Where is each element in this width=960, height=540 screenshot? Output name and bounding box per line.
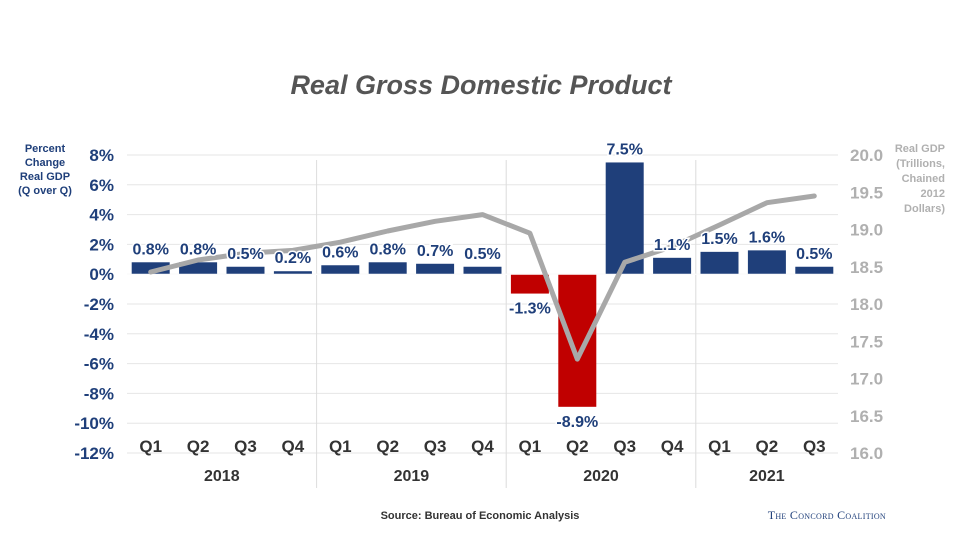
quarter-label: Q3 (424, 437, 447, 456)
data-label: 1.1% (654, 237, 690, 254)
quarter-label: Q2 (187, 437, 210, 456)
bar (795, 266, 834, 275)
right-tick-label: 16.0 (850, 444, 883, 463)
quarter-label: Q4 (661, 437, 684, 456)
data-label: 0.7% (417, 243, 453, 260)
right-axis-label-line: Real GDP (895, 143, 945, 155)
right-tick-label: 17.5 (850, 332, 883, 351)
year-label: 2019 (394, 468, 430, 485)
data-label: 0.5% (227, 246, 263, 263)
right-axis-label: Real GDP (Trillions, Chained 2012 Dollars) (895, 143, 945, 215)
left-tick-label: -4% (84, 325, 114, 344)
right-tick-label: 19.5 (850, 183, 883, 202)
bar (653, 257, 692, 275)
quarter-label: Q2 (566, 437, 589, 456)
data-labels: 0.8% 0.8% 0.5% 0.2% 0.6% 0.8% 0.7% 0.5% -1.3% -8.… (131, 140, 834, 432)
quarter-label: Q1 (708, 437, 731, 456)
right-tick-label: 17.0 (850, 370, 883, 389)
left-tick-label: -2% (84, 295, 114, 314)
left-axis-label-line: Change (25, 157, 65, 169)
organization-name: The Concord Coalition (768, 508, 886, 522)
quarter-label: Q1 (139, 437, 162, 456)
right-axis-label-line: (Trillions, (896, 158, 945, 170)
left-axis-label-line: Percent (25, 143, 66, 155)
left-tick-label: -6% (84, 355, 114, 374)
gridlines (127, 154, 838, 454)
left-tick-label: 0% (89, 265, 114, 284)
bar (273, 271, 312, 275)
bar (558, 274, 597, 407)
left-tick-label: 4% (89, 206, 114, 225)
bar (179, 262, 218, 275)
left-tick-label: -12% (74, 444, 114, 463)
year-label: 2021 (749, 468, 785, 485)
bar-series (127, 162, 838, 407)
data-label: 0.8% (369, 241, 405, 258)
right-tick-label: 19.0 (850, 221, 883, 240)
data-label: 0.2% (275, 250, 311, 267)
gdp-level-line (148, 193, 817, 362)
left-tick-label: -8% (84, 384, 114, 403)
bar (510, 274, 549, 294)
right-tick-label: 18.0 (850, 295, 883, 314)
left-axis-label-line: (Q over Q) (18, 185, 72, 197)
data-label: 1.5% (701, 231, 737, 248)
bar (226, 266, 265, 275)
right-axis-label-line: Dollars) (904, 203, 945, 215)
left-axis: 8% 6% 4% 2% 0% -2% -4% -6% -8% -10% -12% (74, 146, 114, 463)
right-axis: 20.0 19.5 19.0 18.5 18.0 17.5 17.0 16.5 16.0 (850, 146, 883, 463)
left-tick-label: 2% (89, 235, 114, 254)
quarter-label: Q3 (234, 437, 257, 456)
source-note: Source: Bureau of Economic Analysis (381, 510, 580, 522)
data-label: 0.5% (464, 246, 500, 263)
quarter-label: Q4 (471, 437, 494, 456)
bar (747, 250, 786, 275)
data-label: 0.6% (322, 244, 358, 261)
left-tick-label: 6% (89, 176, 114, 195)
left-tick-label: 8% (89, 146, 114, 165)
data-label: 0.8% (132, 241, 168, 258)
right-tick-label: 20.0 (850, 146, 883, 165)
bar (321, 265, 360, 275)
bar (700, 251, 739, 275)
data-label: 1.6% (749, 229, 785, 246)
data-label: -8.9% (556, 414, 598, 431)
quarter-label: Q1 (329, 437, 352, 456)
bar (131, 262, 170, 275)
bar (368, 262, 407, 275)
quarter-label: Q2 (756, 437, 779, 456)
line-series (148, 193, 817, 362)
quarter-label: Q3 (803, 437, 826, 456)
chart-title: Real Gross Domestic Product (290, 70, 672, 100)
quarter-label: Q3 (613, 437, 636, 456)
quarter-label: Q1 (519, 437, 542, 456)
bar (463, 266, 502, 275)
year-label: 2020 (583, 468, 619, 485)
bar (416, 263, 455, 275)
quarter-label: Q4 (282, 437, 305, 456)
year-label: 2018 (204, 468, 240, 485)
right-axis-label-line: Chained (902, 173, 945, 185)
left-axis-label: Percent Change Real GDP (Q over Q) (18, 143, 72, 197)
left-axis-label-line: Real GDP (20, 171, 70, 183)
data-label: 0.8% (180, 241, 216, 258)
right-tick-label: 18.5 (850, 258, 883, 277)
year-dividers (316, 160, 697, 488)
right-tick-label: 16.5 (850, 407, 883, 426)
data-label: 0.5% (796, 246, 832, 263)
x-axis: Q1 Q2 Q3 Q4 Q1 Q2 Q3 Q4 Q1 Q2 Q3 Q4 Q1 Q2 Q3 2018 2019 20… (139, 437, 825, 485)
data-label: 7.5% (606, 141, 642, 158)
data-label: -1.3% (509, 301, 551, 318)
quarter-label: Q2 (376, 437, 399, 456)
right-axis-label-line: 2012 (921, 188, 945, 200)
left-tick-label: -10% (74, 414, 114, 433)
